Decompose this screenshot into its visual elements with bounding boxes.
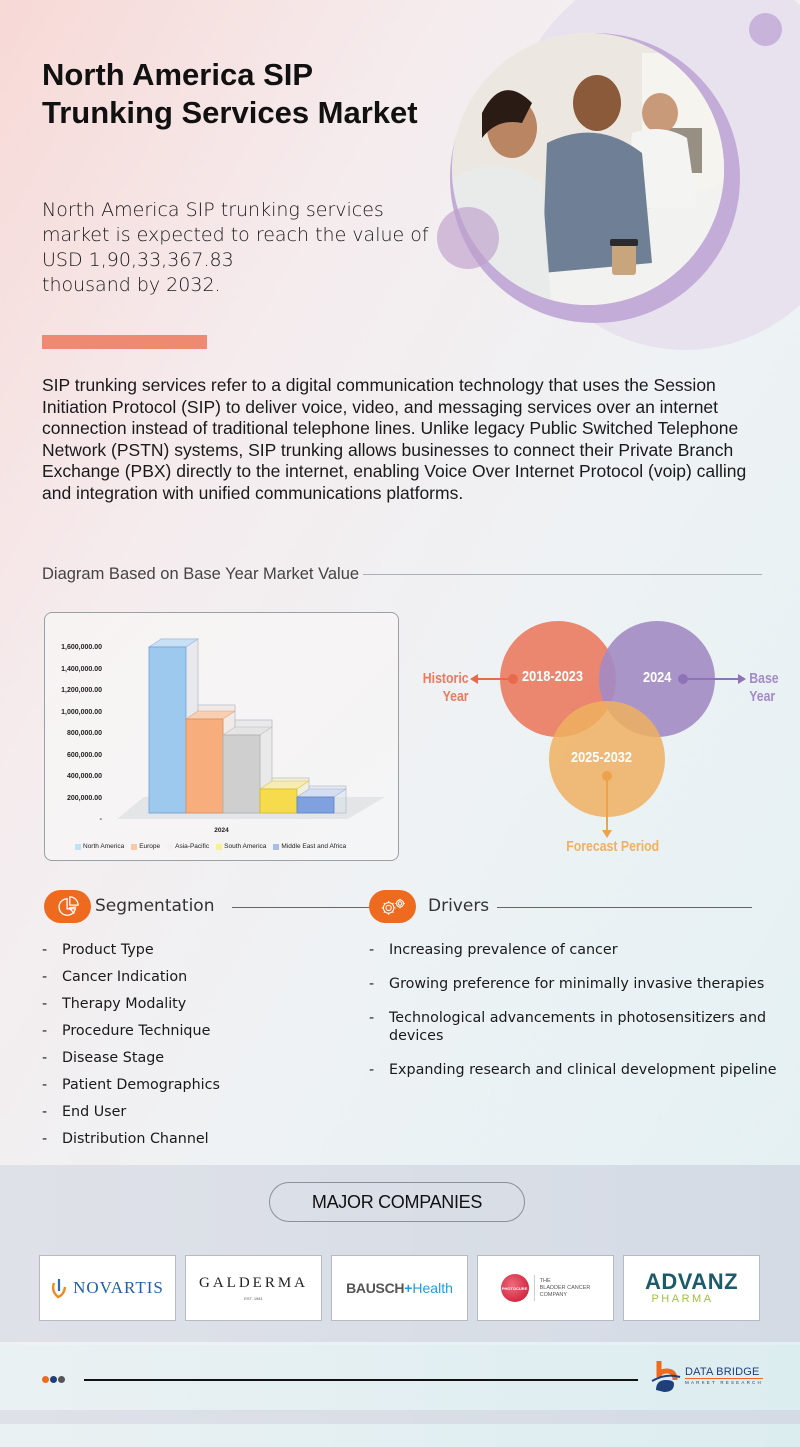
forecast-marker	[602, 771, 612, 781]
legend-item: North America	[75, 843, 124, 850]
segmentation-item: Disease Stage	[42, 1048, 220, 1075]
y-tick: 800,000.00	[66, 730, 102, 737]
driver-item: Increasing prevalence of cancer	[369, 941, 779, 959]
divider-line	[497, 907, 752, 908]
people-illustration-icon	[452, 33, 724, 305]
photocure-sphere-icon: PHOTOCURE	[500, 1274, 529, 1302]
market-description: SIP trunking services refer to a digital…	[42, 375, 747, 503]
y-tick: 1,200,000.00	[61, 687, 102, 694]
driver-item: Technological advancements in photosensi…	[369, 1009, 779, 1045]
drivers-list: Increasing prevalence of cancer Growing …	[369, 941, 779, 1095]
historic-label: Historic Year	[422, 670, 469, 705]
logo-bausch-health: BAUSCH + Health	[331, 1255, 468, 1321]
segmentation-item: Product Type	[42, 940, 220, 967]
divider-line	[533, 1275, 535, 1301]
drivers-badge	[369, 890, 416, 923]
y-tick: 1,600,000.00	[61, 644, 102, 651]
legend-swatch	[273, 843, 280, 850]
drivers-heading: Drivers	[428, 896, 490, 916]
dot-icon	[50, 1376, 57, 1383]
logo-advanz-pharma: ADVANZ PHARMA	[623, 1255, 760, 1321]
base-year-marker	[678, 674, 688, 684]
market-value-summary: North America SIP trunking services mark…	[42, 199, 429, 296]
bar-series	[148, 638, 347, 814]
dot-icon	[58, 1376, 65, 1383]
segmentation-item: Patient Demographics	[42, 1075, 220, 1102]
segmentation-heading: Segmentation	[95, 896, 215, 916]
legend-swatch	[75, 843, 81, 850]
accent-divider	[42, 335, 207, 349]
data-bridge-logo: DATA BRIDGE MARKET RESEARCH	[650, 1359, 763, 1393]
driver-item: Growing preference for minimally invasiv…	[369, 975, 779, 993]
dot-icon	[42, 1376, 49, 1383]
forecast-label: Forecast Period	[566, 838, 660, 855]
legend-item: South America	[216, 843, 266, 850]
pie-chart-icon	[57, 895, 79, 916]
photocure-tagline: THE BLADDER CANCER COMPANY	[539, 1277, 591, 1298]
logo-galderma: GALDERMA EST. 1981	[185, 1255, 322, 1321]
y-tick: 400,000.00	[66, 773, 102, 780]
bar-middle-east-africa	[296, 788, 347, 814]
segmentation-item: Procedure Technique	[42, 1021, 220, 1048]
decorative-dot	[749, 13, 782, 46]
y-tick: 1,400,000.00	[61, 666, 102, 673]
arrow-down-icon	[602, 830, 612, 838]
segmentation-list: Product Type Cancer Indication Therapy M…	[42, 940, 220, 1156]
arrow-left-icon	[470, 674, 478, 684]
driver-item: Expanding research and clinical developm…	[369, 1061, 779, 1079]
x-axis-label: 2024	[214, 827, 229, 834]
legend-swatch	[167, 843, 174, 850]
market-value-chart: 1,600,000.00 1,400,000.00 1,200,000.00 1…	[44, 612, 399, 861]
hero-photo	[452, 33, 724, 305]
footer: DATA BRIDGE MARKET RESEARCH	[0, 1345, 800, 1410]
legend-swatch	[131, 843, 138, 850]
legend-item: Asia-Pacific	[167, 843, 209, 850]
historic-arrow	[476, 678, 510, 680]
gears-icon	[381, 898, 405, 915]
segmentation-item: Therapy Modality	[42, 994, 220, 1021]
legend-item: Europe	[131, 843, 160, 850]
divider-line	[363, 573, 762, 576]
decorative-dot	[437, 207, 499, 269]
bar-south-america	[259, 780, 310, 814]
legend-item: Middle East and Africa	[273, 843, 346, 850]
historic-range: 2018-2023	[522, 668, 583, 685]
y-tick: 600,000.00	[66, 752, 102, 759]
footer-bottom	[0, 1424, 800, 1447]
logo-photocure: PHOTOCURE THE BLADDER CANCER COMPANY	[477, 1255, 614, 1321]
novartis-flame-icon	[52, 1279, 67, 1299]
chart-legend: North America Europe Asia-Pacific South …	[75, 843, 346, 850]
historic-marker	[508, 674, 518, 684]
plus-icon: +	[404, 1280, 413, 1296]
base-year-label: Base Year	[749, 670, 779, 705]
forecast-range: 2025-2032	[571, 749, 632, 766]
timeline-venn-diagram: 2018-2023 2024 2025-2032 Historic Year B…	[410, 610, 800, 870]
data-bridge-mark-icon	[651, 1361, 681, 1392]
y-tick: -	[99, 816, 102, 823]
segmentation-item: End User	[42, 1102, 220, 1129]
forecast-arrow	[606, 778, 608, 832]
bar-asia-pacific	[222, 726, 273, 814]
segmentation-badge	[44, 890, 91, 923]
page-title: North America SIP Trunking Services Mark…	[42, 57, 418, 130]
legend-swatch	[216, 843, 223, 850]
logo-novartis: NOVARTIS	[39, 1255, 176, 1321]
footer-dots	[42, 1376, 65, 1383]
segmentation-item: Cancer Indication	[42, 967, 220, 994]
base-year-arrow	[686, 678, 738, 680]
footer-line	[84, 1379, 638, 1381]
diagram-heading-text: Diagram Based on Base Year Market Value	[42, 565, 360, 583]
divider-line	[232, 907, 372, 908]
base-year-range: 2024	[643, 669, 672, 686]
bar-europe	[185, 710, 236, 814]
y-tick: 1,000,000.00	[61, 709, 102, 716]
segmentation-item: Distribution Channel	[42, 1129, 220, 1156]
arrow-right-icon	[738, 674, 746, 684]
y-tick: 200,000.00	[66, 795, 102, 802]
companies-heading: MAJOR COMPANIES	[269, 1182, 525, 1222]
diagram-section-heading: Diagram Based on Base Year Market Value	[42, 565, 762, 584]
